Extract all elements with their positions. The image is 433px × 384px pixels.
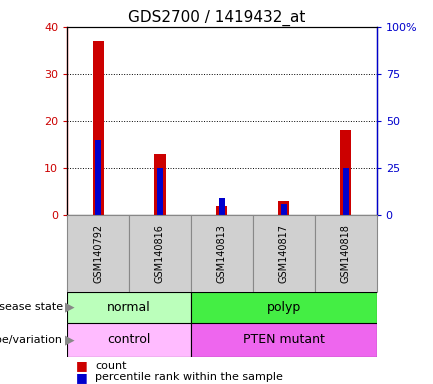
Text: count: count (95, 361, 127, 371)
Text: GSM140817: GSM140817 (279, 224, 289, 283)
Bar (129, 215, 191, 292)
Text: disease state: disease state (0, 302, 63, 312)
Bar (155, 154, 165, 215)
Bar (157, 168, 163, 215)
Bar (281, 204, 287, 215)
Text: normal: normal (107, 301, 151, 314)
Bar (93, 41, 103, 215)
Text: ▶: ▶ (65, 333, 74, 346)
Bar (67, 215, 129, 292)
Text: PTEN mutant: PTEN mutant (243, 333, 325, 346)
Bar (216, 206, 227, 215)
Bar (191, 323, 377, 357)
Text: control: control (107, 333, 151, 346)
Bar (315, 215, 377, 292)
Bar (67, 292, 191, 323)
Bar (343, 168, 349, 215)
Text: genotype/variation: genotype/variation (0, 335, 63, 345)
Bar (253, 215, 315, 292)
Text: ■: ■ (76, 371, 87, 384)
Text: GSM140818: GSM140818 (341, 224, 351, 283)
Bar (278, 201, 289, 215)
Bar (191, 292, 377, 323)
Text: polyp: polyp (267, 301, 301, 314)
Bar (67, 323, 191, 357)
Bar (95, 140, 101, 215)
Text: GSM140816: GSM140816 (155, 224, 165, 283)
Bar (340, 131, 351, 215)
Bar (219, 198, 225, 215)
Text: ▶: ▶ (65, 301, 74, 314)
Text: GSM140813: GSM140813 (217, 224, 227, 283)
Text: GDS2700 / 1419432_at: GDS2700 / 1419432_at (128, 10, 305, 26)
Bar (191, 215, 253, 292)
Text: percentile rank within the sample: percentile rank within the sample (95, 372, 283, 382)
Text: ■: ■ (76, 359, 87, 372)
Text: GSM140792: GSM140792 (93, 224, 103, 283)
